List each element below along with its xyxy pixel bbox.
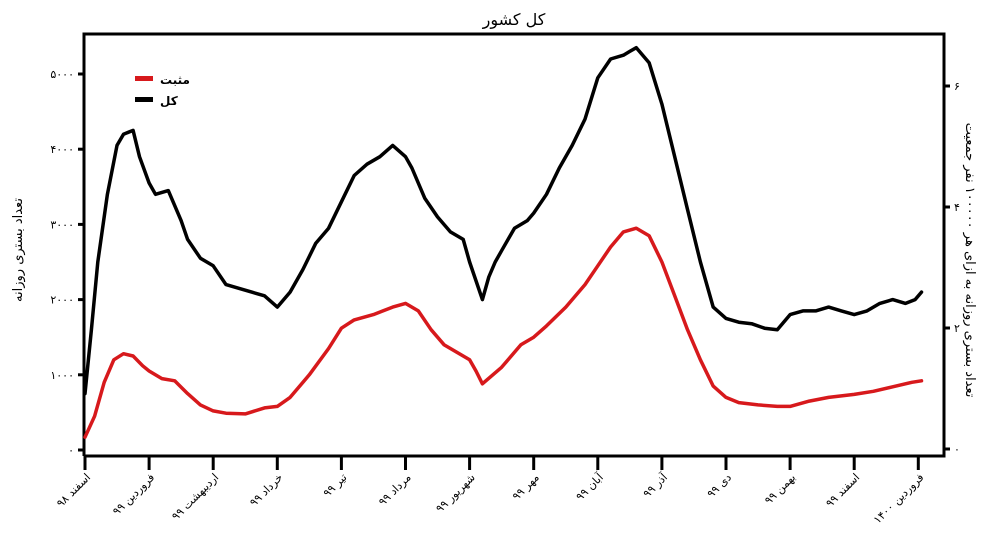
- right-y-axis: ۰ ۲ ۴ ۶: [944, 80, 960, 456]
- legend-label-total: کل: [160, 94, 178, 108]
- legend-item-total: کل: [135, 94, 178, 108]
- left-y-tick-label: ۱۰۰۰: [50, 369, 74, 382]
- left-y-tick-label: ۲۰۰۰: [50, 294, 74, 307]
- x-tick-label: فروردین ۹۹: [110, 471, 157, 518]
- x-tick-label: اسفند ۹۸: [54, 471, 93, 510]
- legend-swatch-positive: [135, 76, 153, 81]
- right-y-tick-label: ۶: [954, 80, 960, 93]
- legend-item-positive: مثبت: [135, 73, 190, 87]
- left-y-tick-label: ۳۰۰۰: [50, 218, 74, 231]
- x-tick-label: خرداد ۹۹: [247, 471, 285, 509]
- left-y-tick-label: ۰: [68, 444, 74, 457]
- series-line-total: [83, 45, 924, 396]
- x-tick-label: اردیبهشت ۹۹: [169, 471, 221, 523]
- right-y-tick-label: ۰: [954, 443, 960, 456]
- x-tick-label: آذر ۹۹: [640, 470, 671, 501]
- right-y-axis-label: تعداد بستری روزانه به ازای هر ۱۰۰۰۰۰ نفر…: [962, 123, 977, 398]
- x-tick-label: تیر ۹۹: [321, 471, 350, 500]
- right-y-tick-label: ۴: [954, 201, 960, 214]
- x-tick-label: دی ۹۹: [705, 471, 735, 501]
- plot-border: [82, 32, 946, 458]
- x-tick-label: مهر ۹۹: [510, 471, 542, 503]
- series-line-positive: [83, 226, 924, 439]
- legend-swatch-total: [135, 97, 153, 102]
- x-tick-label: اسفند ۹۹: [823, 471, 862, 510]
- left-y-tick-label: ۵۰۰۰: [50, 68, 74, 81]
- x-axis: اسفند ۹۸ فروردین ۹۹ اردیبهشت ۹۹ خرداد ۹۹ تیر…: [54, 456, 926, 526]
- left-y-axis-label: تعداد بستری روزانه: [11, 198, 26, 302]
- plot-frame: [82, 32, 946, 458]
- chart-title: کل کشور: [482, 10, 546, 30]
- x-tick-label: آبان ۹۹: [573, 470, 607, 504]
- x-tick-label: مرداد ۹۹: [376, 471, 414, 509]
- legend: مثبت کل: [135, 73, 190, 108]
- x-tick-label: فروردین ۱۴۰۰: [871, 471, 926, 526]
- x-tick-label: شهریور ۹۹: [433, 471, 477, 515]
- legend-label-positive: مثبت: [160, 73, 190, 87]
- left-y-tick-label: ۴۰۰۰: [50, 143, 74, 156]
- right-y-tick-label: ۲: [954, 322, 960, 335]
- series-layer: [83, 45, 924, 439]
- left-y-axis: ۰ ۱۰۰۰ ۲۰۰۰ ۳۰۰۰ ۴۰۰۰ ۵۰۰۰: [50, 68, 84, 457]
- x-tick-label: بهمن ۹۹: [762, 471, 798, 507]
